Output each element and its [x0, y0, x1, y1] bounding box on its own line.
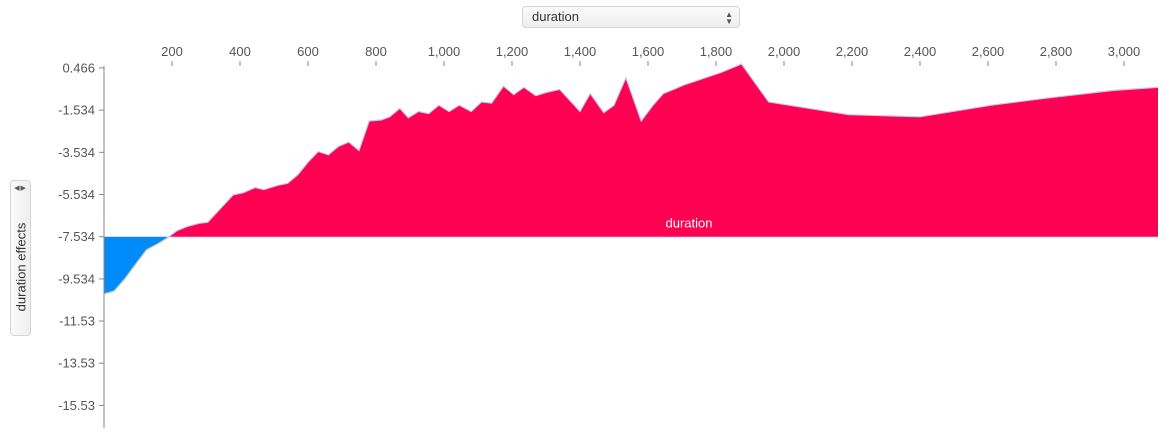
x-feature-select[interactable]: duration ▲ ▼ [522, 6, 740, 28]
y-tick-label: -13.53 [58, 356, 95, 371]
x-tick-label: 1,000 [428, 44, 461, 59]
x-tick-label: 1,400 [564, 44, 597, 59]
select-arrows-icon: ◀▶ [14, 185, 27, 192]
x-tick-label: 2,400 [904, 44, 937, 59]
y-tick-label: -7.534 [58, 229, 95, 244]
y-tick-label: -9.534 [58, 271, 95, 286]
x-tick-label: 1,800 [700, 44, 733, 59]
x-tick-label: 400 [229, 44, 251, 59]
x-tick-label: 200 [161, 44, 183, 59]
y-tick-label: 0.466 [62, 60, 95, 75]
y-feature-select[interactable]: ◀▶ duration effects [10, 180, 31, 336]
select-arrows-icon: ▲ ▼ [725, 10, 733, 26]
x-tick-label: 2,000 [768, 44, 801, 59]
negative-effect-area [104, 236, 169, 294]
x-feature-select-value: duration [532, 9, 579, 24]
y-tick-label: -5.534 [58, 187, 95, 202]
x-tick-label: 1,600 [632, 44, 665, 59]
x-tick-label: 2,200 [836, 44, 869, 59]
x-tick-label: 800 [365, 44, 387, 59]
x-tick-label: 600 [297, 44, 319, 59]
x-axis-ticks: 200 400 600 800 1,000 1,200 1,400 1,600 1,800 2,0… [161, 44, 1140, 66]
x-tick-label: 1,200 [496, 44, 529, 59]
positive-effect-area [168, 64, 1159, 237]
y-tick-label: -1.534 [58, 103, 95, 118]
effect-line [103, 63, 1159, 295]
y-tick-label: -3.534 [58, 145, 95, 160]
x-tick-label: 2,600 [972, 44, 1005, 59]
y-tick-label: -11.53 [59, 314, 95, 329]
x-tick-label: 2,800 [1040, 44, 1073, 59]
y-axis-ticks: 0.466 -1.534 -3.534 -5.534 -7.534 -9.534 -11.5… [58, 60, 104, 413]
series-label: duration [666, 216, 713, 231]
y-tick-label: -15.53 [58, 398, 95, 413]
x-tick-label: 3,000 [1108, 44, 1141, 59]
